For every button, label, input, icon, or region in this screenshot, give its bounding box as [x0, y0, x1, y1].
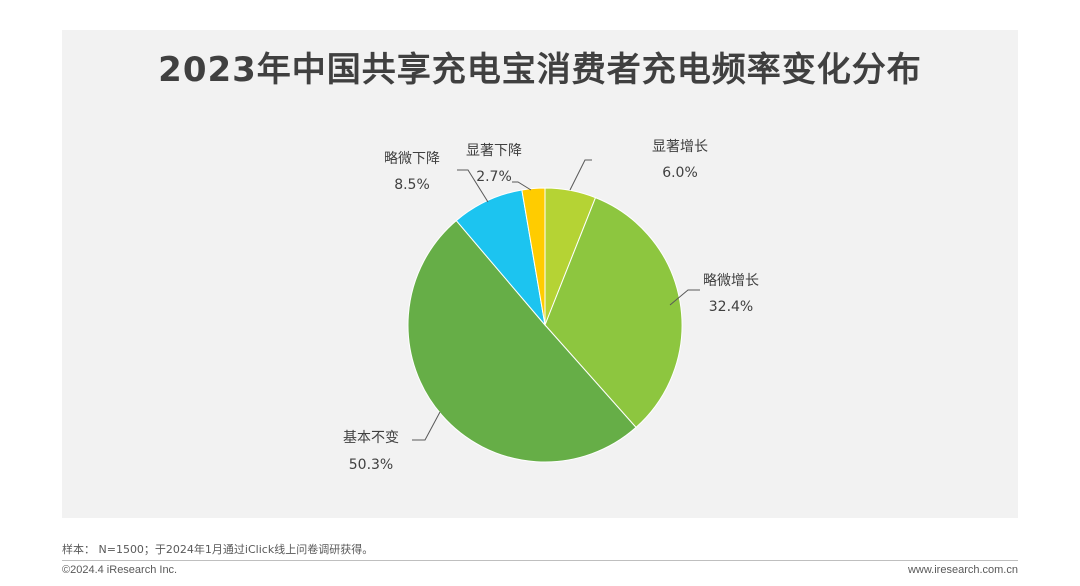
slice-label-4: 略微下降: [384, 151, 440, 167]
footer-divider: [62, 560, 1018, 561]
leader-line-3: [412, 411, 441, 441]
leader-line-1: [569, 159, 592, 191]
pie-slice-3: [407, 219, 637, 463]
leader-line-2: [669, 289, 700, 306]
slice-label-5: 显著下降: [466, 143, 522, 159]
slice-label-3: 基本不变: [343, 429, 399, 446]
chart-title: 2023年中国共享充电宝消费者充电频率变化分布: [158, 50, 922, 90]
slice-value-4: 8.5%: [394, 177, 430, 193]
slice-value-3: 50.3%: [349, 457, 393, 473]
slice-label-2: 略微增长: [703, 273, 759, 289]
slice-value-1: 6.0%: [662, 165, 698, 181]
pie-slice-5: [521, 187, 546, 326]
slice-value-2: 32.4%: [709, 299, 753, 315]
website-link[interactable]: www.iresearch.com.cn: [907, 564, 1018, 576]
sample-note: 样本： N=1500；于2024年1月通过iClick线上问卷调研获得。: [62, 543, 374, 556]
slice-value-5: 2.7%: [476, 169, 512, 185]
pie-slice-2: [544, 196, 683, 429]
copyright-text: ©2024.4 iResearch Inc.: [62, 564, 178, 576]
leader-line-5: [512, 181, 532, 191]
leader-line-4: [457, 169, 489, 203]
slice-label-1: 显著增长: [652, 139, 708, 155]
